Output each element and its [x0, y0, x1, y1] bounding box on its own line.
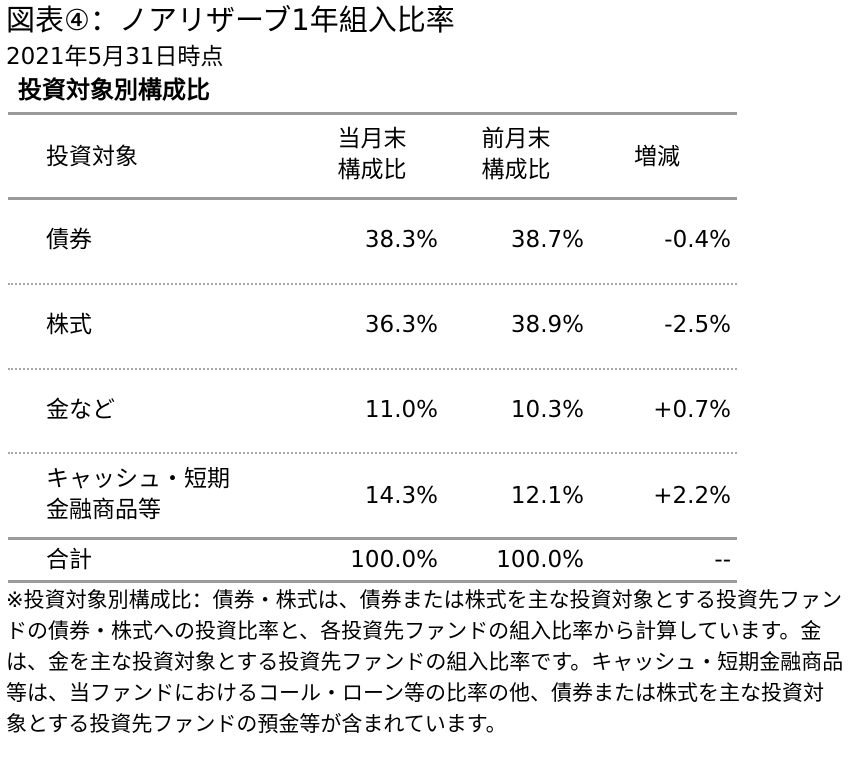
row-divider: [8, 283, 737, 285]
total-current: 100.0%: [350, 547, 438, 573]
header-previous: 前月末 構成比: [462, 124, 570, 186]
as-of-date: 2021年5月31日時点: [6, 44, 224, 70]
section-title: 投資対象別構成比: [18, 76, 210, 104]
row-label-line1: キャッシュ・短期: [46, 466, 230, 492]
header-current-line1: 当月末: [337, 126, 407, 152]
row-change: +2.2%: [653, 483, 731, 509]
row-current: 38.3%: [364, 227, 438, 253]
row-previous: 10.3%: [510, 397, 584, 423]
row-change: -0.4%: [664, 227, 731, 253]
header-previous-line1: 前月末: [481, 126, 551, 152]
row-previous: 38.9%: [510, 312, 584, 338]
header-change: 増減: [634, 144, 680, 170]
total-top-rule: [8, 537, 737, 540]
row-current: 36.3%: [364, 312, 438, 338]
page-title: 図表④：ノアリザーブ1年組入比率: [6, 3, 455, 37]
row-label: 債券: [46, 227, 92, 253]
header-target: 投資対象: [46, 144, 138, 170]
row-label: 株式: [46, 312, 92, 338]
footnote: ※投資対象別構成比：債券・株式は、債券または株式を主な投資対象とする投資先ファン…: [6, 588, 844, 736]
table-bottom-rule: [8, 580, 737, 583]
row-previous: 12.1%: [510, 483, 584, 509]
row-previous: 38.7%: [510, 227, 584, 253]
row-label: キャッシュ・短期 金融商品等: [46, 464, 230, 526]
total-previous: 100.0%: [496, 547, 584, 573]
row-label-line2: 金融商品等: [46, 497, 161, 523]
total-label: 合計: [46, 547, 92, 573]
table-top-rule: [8, 112, 737, 115]
row-change: +0.7%: [653, 397, 731, 423]
row-current: 14.3%: [364, 483, 438, 509]
row-change: -2.5%: [664, 312, 731, 338]
total-change: --: [714, 547, 731, 573]
row-divider: [8, 452, 737, 454]
row-label: 金など: [46, 397, 115, 423]
header-current-line2: 構成比: [337, 157, 407, 183]
row-divider: [8, 368, 737, 370]
header-current: 当月末 構成比: [318, 124, 426, 186]
row-current: 11.0%: [364, 397, 438, 423]
header-bottom-rule: [8, 197, 737, 200]
header-previous-line2: 構成比: [481, 157, 551, 183]
